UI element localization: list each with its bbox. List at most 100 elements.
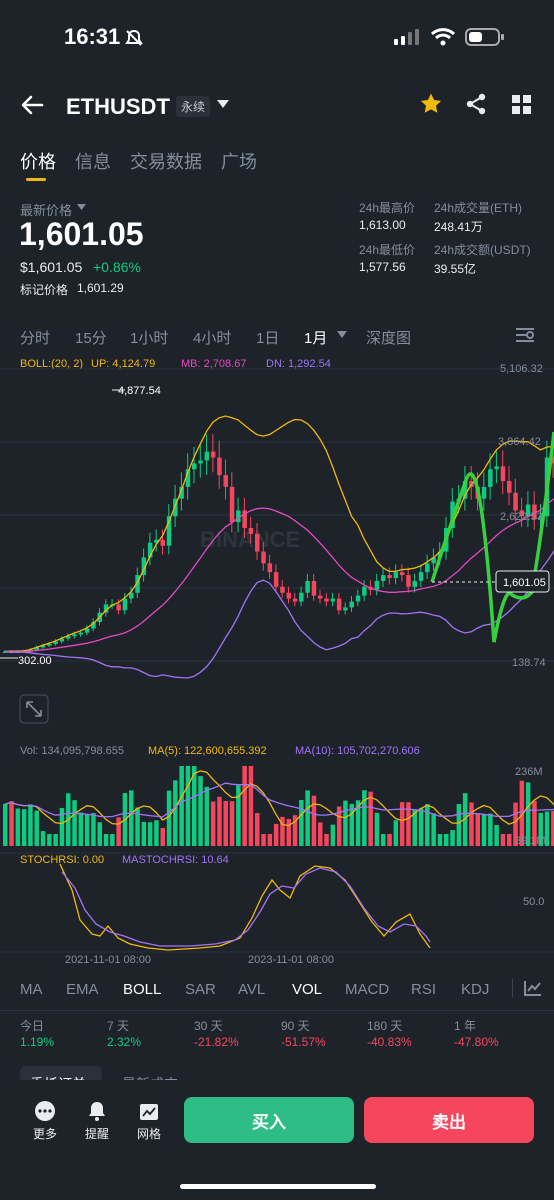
- layout-grid-icon[interactable]: [512, 95, 532, 115]
- indicator-avl[interactable]: AVL: [238, 981, 266, 998]
- timeframe-4h[interactable]: 4小时: [193, 330, 232, 347]
- tab-square[interactable]: 广场: [221, 152, 257, 172]
- candle-body: [173, 498, 178, 517]
- bell-icon: [89, 1102, 105, 1121]
- mark-price: 1,601.29: [77, 281, 124, 295]
- symbol-dropdown-icon[interactable]: [216, 99, 230, 109]
- indicator-settings-icon[interactable]: [523, 979, 543, 997]
- timeframe-15m[interactable]: 15分: [75, 330, 107, 347]
- back-arrow-icon[interactable]: [20, 94, 44, 116]
- buy-button[interactable]: 买入: [184, 1097, 354, 1143]
- price-type-dropdown-icon[interactable]: [77, 204, 86, 210]
- candle-body: [299, 592, 304, 602]
- indicator-kdj[interactable]: KDJ: [461, 981, 490, 998]
- volume-bar: [519, 780, 525, 846]
- volume-bar: [481, 814, 487, 846]
- symbol-title[interactable]: ETHUSDT: [66, 94, 170, 119]
- candle-body: [330, 598, 336, 602]
- timeframe-depth[interactable]: 深度图: [366, 330, 412, 347]
- candle-body: [261, 551, 266, 564]
- candlestick-chart[interactable]: BINANCE 1,601.05 5,106.32 3,864.42 2,622…: [0, 352, 554, 742]
- status-bar: 16:31: [0, 0, 554, 76]
- volume-bar: [431, 813, 436, 846]
- candle-body: [519, 510, 525, 517]
- more-button[interactable]: 更多: [25, 1100, 65, 1142]
- indicator-macd[interactable]: MACD: [345, 981, 390, 998]
- perf-period-30d: 30 天: [194, 1019, 223, 1033]
- tab-price[interactable]: 价格: [20, 152, 56, 172]
- timeframe-1d[interactable]: 1日: [256, 330, 280, 347]
- volume-eth-value: 248.41万: [434, 220, 483, 234]
- favorite-star-icon[interactable]: [419, 92, 443, 116]
- candle-body: [273, 572, 279, 587]
- candle-body: [116, 604, 121, 611]
- indicator-ema[interactable]: EMA: [66, 981, 99, 998]
- price-change: +0.86%: [93, 259, 141, 275]
- volume-bar: [469, 802, 474, 846]
- battery-icon: [465, 28, 504, 46]
- volume-bar: [362, 790, 367, 846]
- stochrsi-axis: 50.0: [523, 896, 544, 908]
- fullscreen-button[interactable]: [19, 694, 49, 724]
- timeframe-line[interactable]: 分时: [20, 330, 51, 347]
- volume-bar: [91, 813, 96, 846]
- tab-trading-data[interactable]: 交易数据: [130, 152, 202, 172]
- date-axis-1: 2021-11-01 08:00: [65, 954, 151, 966]
- volume-bar: [368, 791, 373, 846]
- volume-bar: [349, 803, 354, 846]
- home-indicator: [180, 1184, 376, 1189]
- tab-info[interactable]: 信息: [75, 152, 111, 172]
- boll-up: UP: 4,124.79: [91, 358, 156, 370]
- candle-body: [72, 634, 77, 637]
- chart-settings-icon[interactable]: [515, 326, 535, 344]
- volume-bar: [223, 801, 228, 846]
- candle-body: [494, 466, 499, 470]
- timeframe-1m[interactable]: 1月: [304, 330, 328, 347]
- volume-bar: [551, 810, 554, 846]
- perf-value-30d: -21.82%: [194, 1035, 239, 1049]
- sell-button[interactable]: 卖出: [364, 1097, 534, 1143]
- grid-button[interactable]: 网格: [129, 1100, 169, 1142]
- volume-bar: [135, 807, 140, 846]
- price-axis-2: 3,864.42: [498, 436, 541, 448]
- indicator-vol[interactable]: VOL: [292, 981, 323, 998]
- volume-bar: [147, 822, 153, 846]
- indicator-divider: [512, 978, 513, 998]
- candle-body: [28, 649, 33, 652]
- volume-bar: [192, 766, 197, 846]
- volume-bar: [525, 782, 531, 846]
- candle-body: [406, 575, 411, 587]
- high-marker-text: 4,877.54: [118, 385, 161, 397]
- volume-bar: [242, 766, 247, 846]
- indicator-ma[interactable]: MA: [20, 981, 43, 998]
- volume-bar: [210, 801, 216, 846]
- volume-bar: [40, 831, 46, 846]
- price-axis-3: 2,622.53: [500, 511, 543, 523]
- volume-bar: [412, 809, 417, 846]
- grid-trading-icon: [140, 1104, 158, 1120]
- indicator-boll[interactable]: BOLL: [123, 981, 162, 998]
- volume-bar: [3, 804, 8, 846]
- candle-body: [481, 486, 487, 499]
- perf-value-7d: 2.32%: [107, 1035, 142, 1049]
- volume-bar: [299, 799, 304, 846]
- timeframe-dropdown-icon[interactable]: [337, 331, 347, 338]
- volume-bar: [166, 790, 172, 846]
- timeframe-1h[interactable]: 1小时: [130, 330, 169, 347]
- alert-button[interactable]: 提醒: [77, 1100, 117, 1142]
- candle-body: [91, 622, 96, 629]
- indicator-sar[interactable]: SAR: [185, 981, 216, 998]
- perf-value-90d: -51.57%: [281, 1035, 326, 1049]
- volume-bar: [173, 780, 178, 846]
- price-axis-top: 5,106.32: [500, 363, 543, 375]
- share-icon[interactable]: [465, 93, 487, 115]
- volume-chart: 236M 39.1M: [3, 766, 554, 847]
- volume-bar: [538, 812, 543, 846]
- volume-bar: [444, 834, 449, 846]
- candle-body: [292, 598, 298, 602]
- mark-price-label: 标记价格: [20, 283, 69, 297]
- indicator-rsi[interactable]: RSI: [411, 981, 437, 998]
- candle-body: [355, 595, 361, 602]
- candle-body: [488, 469, 493, 487]
- candle-body: [507, 481, 512, 493]
